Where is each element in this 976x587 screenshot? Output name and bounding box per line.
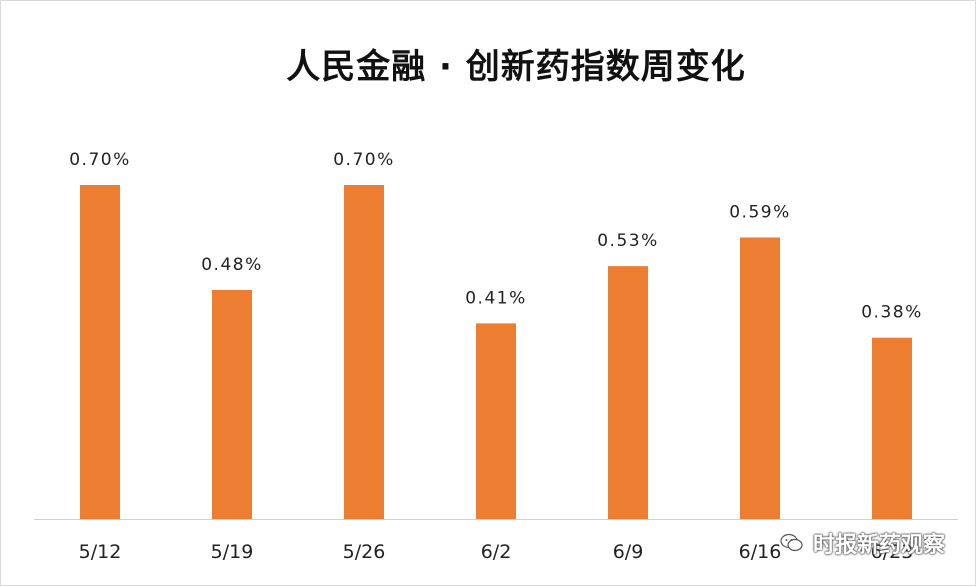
watermark-text: 时报新药观察	[812, 533, 945, 558]
x-tick-label: 5/19	[211, 541, 254, 563]
data-label: 0.70%	[333, 150, 395, 170]
bar-5-26	[344, 185, 384, 519]
bar-6-2	[476, 323, 516, 519]
watermark: 时报新药观察	[779, 527, 945, 559]
x-tick-label: 6/2	[481, 541, 512, 563]
data-label: 0.48%	[201, 255, 263, 275]
data-label: 0.41%	[465, 288, 527, 308]
x-tick-label: 5/26	[343, 541, 386, 563]
x-tick-label: 6/9	[613, 541, 644, 563]
bar-6-9	[608, 266, 648, 519]
x-tick-label: 6/16	[739, 541, 782, 563]
bar-6-23	[872, 337, 912, 519]
wechat-icon	[780, 533, 803, 552]
bar-5-19	[212, 289, 252, 519]
data-label: 0.53%	[597, 231, 659, 251]
bar-5-12	[80, 185, 120, 519]
data-label: 0.59%	[729, 202, 791, 222]
bar-6-16	[740, 237, 780, 519]
chart-title: 人民金融 · 创新药指数周变化	[286, 47, 746, 87]
x-tick-label: 6/23	[871, 541, 914, 563]
data-label: 0.70%	[69, 150, 131, 170]
x-tick-label: 5/12	[79, 541, 122, 563]
data-label: 0.38%	[861, 303, 923, 323]
